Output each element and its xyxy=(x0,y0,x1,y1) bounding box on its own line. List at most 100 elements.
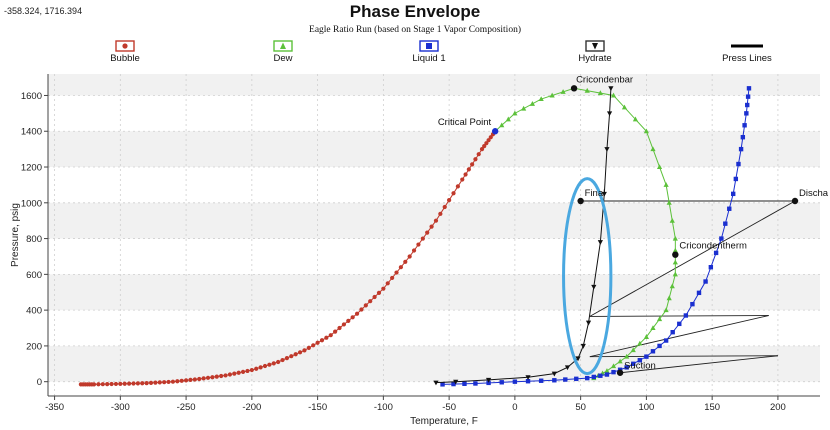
x-tick-label: 100 xyxy=(638,402,654,413)
dew-point xyxy=(610,92,617,98)
dew-point xyxy=(650,146,656,152)
series-line xyxy=(494,87,676,379)
bubble-point xyxy=(429,224,434,229)
bubble-point xyxy=(479,147,485,152)
bubble-point xyxy=(280,357,285,363)
point-label-suction: Suction xyxy=(624,361,656,372)
bubble-point xyxy=(245,368,250,374)
point-marker-final xyxy=(577,197,584,205)
bubble-point xyxy=(455,184,460,189)
bubble-point xyxy=(293,352,298,357)
hydrate-point xyxy=(604,147,610,152)
legend-item-bubble[interactable]: Bubble xyxy=(70,40,180,64)
liquid-point xyxy=(690,301,695,307)
bubble-point xyxy=(442,204,447,210)
press-lines-legend-icon xyxy=(731,44,763,48)
liquid-point xyxy=(585,375,590,381)
bubble-point xyxy=(135,381,140,386)
bubble-point xyxy=(140,381,145,386)
bubble-point xyxy=(192,377,197,382)
hydrate-point xyxy=(433,380,439,386)
press-line-segment xyxy=(589,315,769,358)
y-tick-label: 1200 xyxy=(21,163,42,174)
press-line-segment xyxy=(589,200,796,317)
bubble-point xyxy=(385,281,390,286)
bubble-point xyxy=(127,381,132,386)
y-tick-label: 800 xyxy=(26,234,42,245)
dew-point xyxy=(672,235,678,241)
dew-point xyxy=(656,316,663,322)
legend-item-hydrate[interactable]: Hydrate xyxy=(540,40,650,64)
highlight-ellipse xyxy=(562,177,613,376)
legend-label-press-lines: Press Lines xyxy=(722,53,772,64)
x-tick-label: 50 xyxy=(575,402,586,413)
bubble-point xyxy=(166,379,171,385)
dew-point xyxy=(529,101,536,106)
liquid-point xyxy=(563,377,568,382)
legend-item-press-lines[interactable]: Press Lines xyxy=(692,40,802,64)
liquid-point xyxy=(574,376,579,382)
bubble-point xyxy=(302,348,307,353)
dew-point xyxy=(663,307,669,313)
legend-item-liquid-1[interactable]: Liquid 1 xyxy=(374,40,484,64)
bubble-point xyxy=(407,254,412,259)
dew-point xyxy=(656,164,663,170)
x-tick-label: -250 xyxy=(177,402,196,413)
plot-axes: -350 -300 -250 -200 -150 -100 -50 0 50 100 150 200 0… xyxy=(21,74,820,413)
chart-title: Phase Envelope xyxy=(349,2,481,21)
y-tick-label: 1600 xyxy=(21,91,42,102)
bubble-point xyxy=(232,371,237,376)
bubble-point xyxy=(254,366,259,371)
bubble-point xyxy=(420,236,425,241)
bubble-point xyxy=(463,172,468,177)
liquid-point xyxy=(637,358,643,363)
bubble-point xyxy=(368,299,373,304)
legend-item-dew[interactable]: Dew xyxy=(228,40,338,64)
hydrate-legend-icon xyxy=(585,40,605,52)
x-tick-label: 150 xyxy=(704,402,720,413)
liquid-point xyxy=(696,290,702,296)
dew-point xyxy=(538,96,544,102)
dew-point xyxy=(669,283,675,289)
press-line-segment xyxy=(620,355,778,374)
bubble-point xyxy=(210,375,215,380)
bubble-point xyxy=(118,381,123,386)
x-tick-label: -50 xyxy=(442,402,456,413)
dew-point xyxy=(499,122,505,128)
series-liquid-1 xyxy=(440,86,752,387)
liquid-point xyxy=(512,379,518,384)
bubble-point xyxy=(416,242,421,247)
bubble-point xyxy=(179,378,184,383)
bubble-point xyxy=(284,356,290,361)
liquid-point xyxy=(745,94,751,99)
liquid-point xyxy=(703,279,708,284)
bubble-point xyxy=(482,144,487,149)
liquid-point xyxy=(598,373,603,378)
dew-point xyxy=(584,87,590,93)
y-tick-label: 1000 xyxy=(21,198,42,209)
bubble-point xyxy=(289,354,294,359)
x-tick-label: -200 xyxy=(242,402,261,413)
hydrate-point xyxy=(485,377,492,383)
bubble-point xyxy=(363,303,368,308)
bubble-point xyxy=(447,198,452,203)
bubble-point xyxy=(249,367,254,373)
liquid-point xyxy=(719,236,724,241)
liquid-point xyxy=(499,380,504,385)
liquid-point xyxy=(604,372,610,377)
bubble-point xyxy=(372,294,377,300)
dew-point xyxy=(672,259,678,265)
liquid-point xyxy=(486,380,491,386)
series-group xyxy=(78,85,752,387)
chart-subtitle: Eagle Ratio Run (based on Stage 1 Vapor … xyxy=(309,25,521,35)
hydrate-point xyxy=(591,284,597,290)
dew-point xyxy=(650,325,656,331)
bubble-point xyxy=(460,177,465,182)
liquid-point xyxy=(727,206,732,211)
plot-grid xyxy=(48,74,820,396)
bubble-point xyxy=(162,380,167,385)
bubble-point xyxy=(262,363,268,369)
point-label-final: Final xyxy=(585,188,606,199)
dew-point xyxy=(643,334,649,339)
